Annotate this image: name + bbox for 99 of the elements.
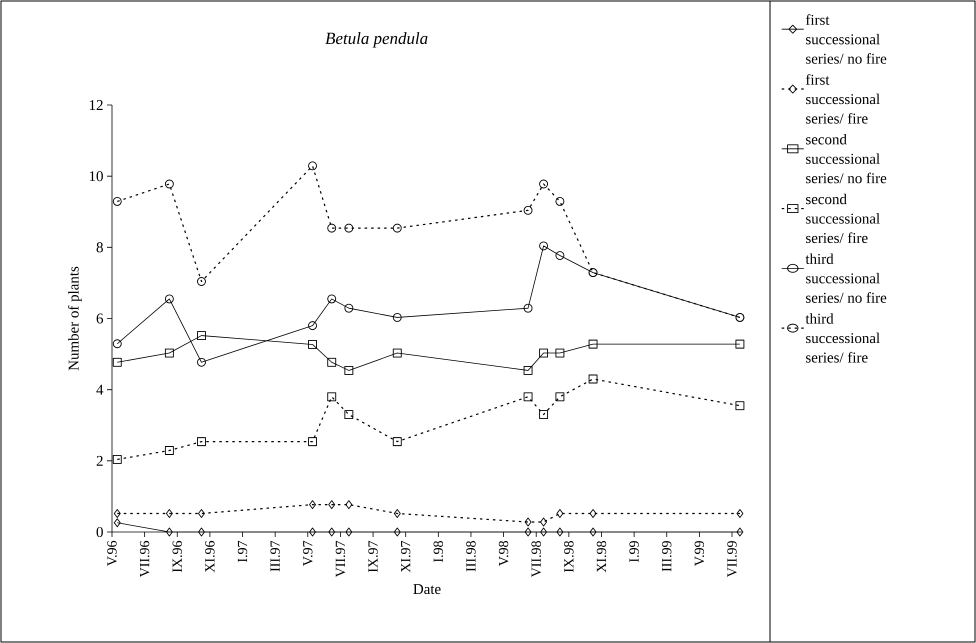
point <box>166 528 173 536</box>
point <box>539 410 548 420</box>
x-tick-label: III.98 <box>466 541 476 572</box>
point <box>590 509 597 518</box>
point <box>164 348 174 358</box>
point <box>345 528 352 536</box>
point <box>540 518 548 526</box>
legend-label: third successional series/ fire <box>806 313 880 363</box>
point <box>112 358 122 367</box>
point <box>114 518 121 528</box>
point <box>524 304 533 313</box>
point <box>345 500 352 510</box>
point <box>327 392 336 402</box>
point <box>197 358 206 367</box>
point <box>392 312 402 322</box>
point <box>392 224 402 233</box>
point <box>735 340 744 349</box>
point <box>164 446 174 455</box>
y-axis-title: Number of plants <box>68 266 82 370</box>
point <box>736 528 744 536</box>
x-tick-label: V.98 <box>498 541 508 566</box>
y-tick-label: 10 <box>90 171 103 182</box>
x-tick-label: I.98 <box>434 541 444 562</box>
x-tick-label: VII.99 <box>727 541 737 578</box>
point <box>736 509 744 518</box>
point <box>555 392 564 402</box>
point <box>198 509 205 518</box>
point <box>524 206 533 215</box>
y-tick-label: 12 <box>90 100 103 110</box>
point <box>539 241 548 250</box>
point <box>166 509 173 518</box>
x-tick-label: IX.96 <box>172 540 182 572</box>
point <box>344 304 354 313</box>
x-tick-label: XI.97 <box>400 540 410 572</box>
point <box>164 294 174 304</box>
y-tick-label: 6 <box>96 313 104 324</box>
x-tick-label: V.99 <box>694 541 704 566</box>
point <box>112 454 122 464</box>
point <box>197 437 206 446</box>
x-tick-label: III.99 <box>662 541 672 572</box>
point <box>590 528 597 536</box>
point <box>540 528 548 536</box>
point <box>308 161 317 170</box>
point <box>114 509 121 518</box>
point <box>344 410 354 420</box>
x-tick-label: V.96 <box>107 540 117 566</box>
point <box>198 528 205 536</box>
x-tick-label: IX.97 <box>368 540 378 572</box>
point <box>524 366 533 375</box>
x-axis-title: Date <box>413 584 441 594</box>
point <box>112 196 122 206</box>
point <box>328 528 336 536</box>
point <box>555 348 564 358</box>
point <box>524 392 533 402</box>
x-tick-label: III.97 <box>270 540 280 572</box>
x-tick-label: I.97 <box>238 540 248 562</box>
point <box>327 224 336 233</box>
point <box>197 331 206 340</box>
point <box>539 180 548 188</box>
point <box>112 339 122 348</box>
point <box>327 294 336 304</box>
point <box>344 224 354 233</box>
x-tick-label: VII.96 <box>140 540 150 578</box>
x-tick-label: IX.98 <box>564 541 574 572</box>
x-tick-label: VII.98 <box>531 541 541 578</box>
point <box>556 509 564 518</box>
point <box>555 251 564 260</box>
point <box>555 196 564 206</box>
point <box>308 321 317 330</box>
point <box>344 366 354 375</box>
point <box>735 401 744 410</box>
point <box>308 437 317 446</box>
point <box>394 528 401 536</box>
point <box>524 528 532 536</box>
y-tick-label: 4 <box>96 384 104 395</box>
x-tick-label: VII.97 <box>336 540 346 578</box>
point <box>197 277 206 286</box>
point <box>588 340 598 349</box>
point <box>539 348 548 358</box>
x-tick-label: V.97 <box>303 540 313 566</box>
x-tick-label: XI.96 <box>205 540 215 572</box>
chart-title: Betula pendula <box>325 32 428 48</box>
point <box>392 437 402 446</box>
point <box>394 509 401 518</box>
point <box>392 348 402 358</box>
point <box>308 340 317 349</box>
point <box>164 180 174 188</box>
point <box>588 374 598 384</box>
x-tick-label: I.99 <box>629 541 639 562</box>
y-tick-label: 2 <box>96 456 103 466</box>
point <box>309 528 316 536</box>
point <box>309 500 316 510</box>
y-tick-label: 0 <box>96 526 103 538</box>
point <box>327 358 336 367</box>
point <box>328 500 336 510</box>
point <box>524 518 532 526</box>
y-tick-label: 8 <box>96 242 103 252</box>
point <box>556 528 564 536</box>
x-tick-label: XI.98 <box>596 541 606 572</box>
